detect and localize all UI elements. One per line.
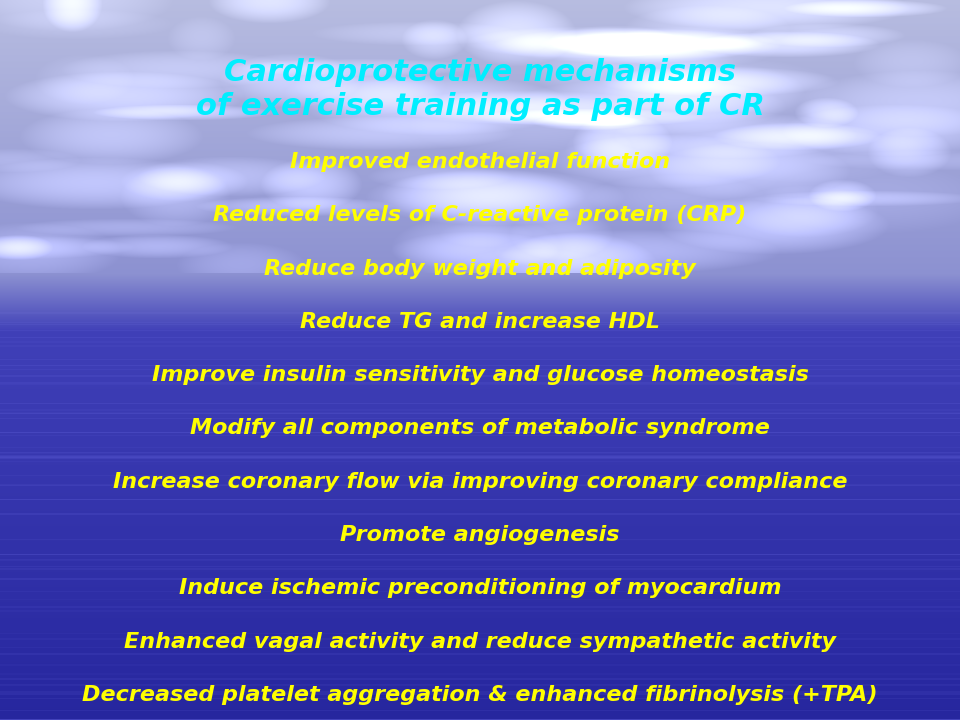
Text: Enhanced vagal activity and reduce sympathetic activity: Enhanced vagal activity and reduce sympa… bbox=[124, 631, 836, 652]
Text: Modify all components of metabolic syndrome: Modify all components of metabolic syndr… bbox=[190, 418, 770, 438]
Text: Cardioprotective mechanisms
of exercise training as part of CR: Cardioprotective mechanisms of exercise … bbox=[196, 58, 764, 122]
Text: Increase coronary flow via improving coronary compliance: Increase coronary flow via improving cor… bbox=[112, 472, 848, 492]
Text: Reduce body weight and adiposity: Reduce body weight and adiposity bbox=[264, 258, 696, 279]
Text: Decreased platelet aggregation & enhanced fibrinolysis (+TPA): Decreased platelet aggregation & enhance… bbox=[83, 685, 877, 705]
Text: Reduce TG and increase HDL: Reduce TG and increase HDL bbox=[300, 312, 660, 332]
Text: Promote angiogenesis: Promote angiogenesis bbox=[340, 525, 620, 545]
Text: Improve insulin sensitivity and glucose homeostasis: Improve insulin sensitivity and glucose … bbox=[152, 365, 808, 385]
Text: Reduced levels of C-reactive protein (CRP): Reduced levels of C-reactive protein (CR… bbox=[213, 205, 747, 225]
Text: Improved endothelial function: Improved endothelial function bbox=[290, 152, 670, 172]
Text: Induce ischemic preconditioning of myocardium: Induce ischemic preconditioning of myoca… bbox=[179, 578, 781, 598]
